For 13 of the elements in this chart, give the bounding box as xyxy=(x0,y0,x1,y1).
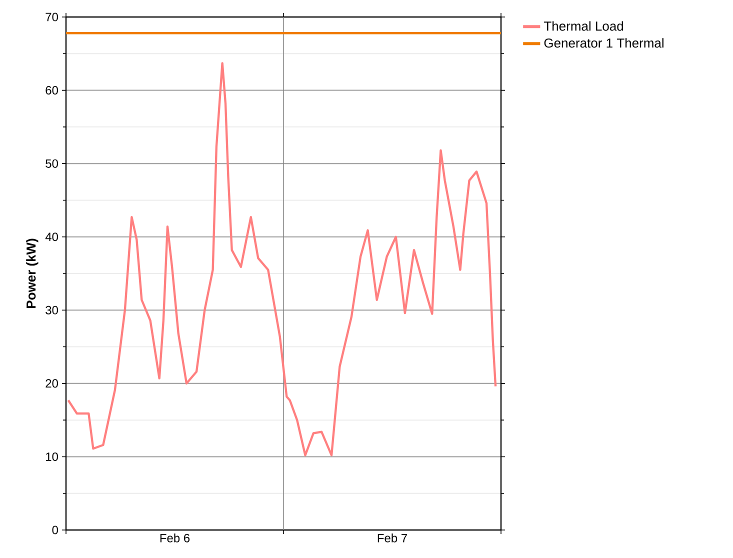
y-tick-label: 70 xyxy=(46,12,58,22)
legend-label: Thermal Load xyxy=(544,21,624,31)
y-tick-label: 10 xyxy=(46,452,58,461)
y-tick-label: 40 xyxy=(45,232,58,242)
y-tick-label: 50 xyxy=(46,159,58,168)
y-tick-label: 60 xyxy=(46,86,58,95)
y-tick-label: 0 xyxy=(52,526,58,534)
y-tick-label: 20 xyxy=(46,379,58,388)
y-axis-title: Power (kW) xyxy=(26,238,38,308)
x-tick-label: Feb 7 xyxy=(378,534,407,542)
x-tick-label: Feb 6 xyxy=(160,534,190,542)
y-tick-label: 30 xyxy=(46,306,58,314)
legend-label: Generator 1 Thermal xyxy=(544,38,664,48)
